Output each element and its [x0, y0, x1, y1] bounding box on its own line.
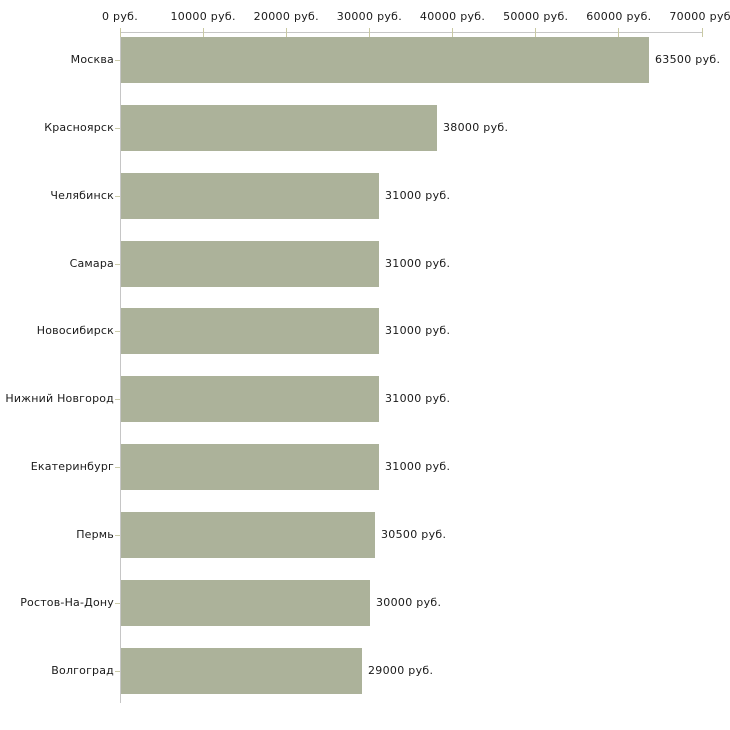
category-tick: [115, 534, 120, 536]
bar: [121, 376, 379, 423]
x-axis-tick: [618, 28, 620, 37]
category-label: Челябинск: [50, 188, 114, 202]
category-tick: [115, 331, 120, 333]
x-axis-tick: [368, 28, 370, 37]
x-axis-tick-label: 0 руб.: [101, 10, 139, 23]
x-axis-tick: [701, 28, 703, 37]
category-tick: [115, 263, 120, 265]
x-axis-tick-label: 10000 руб.: [170, 10, 236, 23]
value-label: 31000 руб.: [385, 324, 451, 338]
value-label: 31000 руб.: [385, 460, 451, 474]
category-tick: [115, 670, 120, 672]
y-axis-line: [120, 32, 121, 703]
x-axis-tick-label: 60000 руб.: [586, 10, 652, 23]
x-axis-tick-label: 70000 руб.: [669, 10, 730, 23]
value-label: 29000 руб.: [368, 663, 434, 677]
category-label: Ростов-На-Дону: [20, 595, 114, 609]
bar: [121, 172, 379, 219]
x-axis-tick: [452, 28, 454, 37]
x-axis-tick: [202, 28, 204, 37]
x-axis-tick: [285, 28, 287, 37]
category-tick: [115, 127, 120, 129]
category-label: Волгоград: [51, 663, 114, 677]
category-label: Москва: [70, 53, 114, 66]
value-label: 30500 руб.: [381, 527, 447, 541]
bar: [121, 647, 362, 694]
value-label: 63500 руб.: [655, 53, 721, 66]
category-tick: [115, 399, 120, 401]
category-label: Самара: [69, 256, 114, 270]
category-label: Екатеринбург: [30, 460, 114, 474]
x-axis-line: [120, 32, 702, 33]
category-label: Красноярск: [44, 120, 114, 134]
x-axis-tick-label: 20000 руб.: [253, 10, 319, 23]
category-tick: [115, 467, 120, 469]
category-label: Нижний Новгород: [5, 392, 114, 406]
x-axis-tick-label: 30000 руб.: [336, 10, 403, 23]
bar: [121, 444, 379, 491]
bar: [121, 579, 370, 626]
category-label: Пермь: [76, 527, 114, 541]
bar: [121, 37, 649, 83]
bar: [121, 104, 437, 151]
value-label: 30000 руб.: [376, 595, 442, 609]
value-label: 31000 руб.: [385, 256, 451, 270]
x-axis-tick-label: 40000 руб.: [419, 10, 486, 23]
value-label: 31000 руб.: [385, 188, 451, 202]
bar: [121, 308, 379, 355]
value-label: 38000 руб.: [443, 120, 509, 134]
category-tick: [115, 195, 120, 197]
x-axis-tick: [535, 28, 537, 37]
category-tick: [115, 60, 120, 61]
bar: [121, 240, 379, 287]
value-label: 31000 руб.: [385, 392, 451, 406]
x-axis-tick-label: 50000 руб.: [503, 10, 569, 23]
category-tick: [115, 602, 120, 604]
category-label: Новосибирск: [36, 324, 114, 338]
x-axis-tick: [119, 28, 121, 37]
bar: [121, 511, 375, 558]
